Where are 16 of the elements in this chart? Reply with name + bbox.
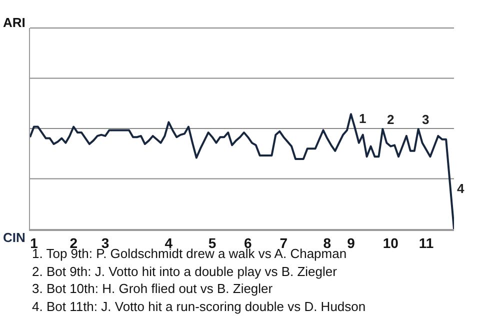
x-tick-label: 5 — [208, 234, 216, 251]
annotation: 3 — [422, 112, 430, 127]
x-tick-label: 11 — [418, 234, 434, 251]
x-tick-label: 7 — [280, 234, 288, 251]
annotation: 1 — [359, 111, 366, 126]
text: CIN — [3, 230, 26, 245]
text: 4 — [457, 181, 465, 196]
x-tick-label: 10 — [382, 234, 399, 251]
annotation: 2 — [387, 112, 394, 127]
text: 3. Bot 10th: H. Groh flied out vs B. Ziegler — [32, 281, 274, 296]
text: 4. Bot 11th: J. Votto hit a run-scoring double vs D. Hudson — [32, 299, 366, 314]
text: ARI — [3, 15, 26, 30]
x-tick-label: 9 — [347, 234, 356, 251]
text: 2. Bot 9th: J. Votto hit into a double play vs B. Ziegler — [32, 264, 338, 279]
x-tick-label: 8 — [323, 234, 332, 251]
x-tick-label: 4 — [164, 234, 173, 251]
